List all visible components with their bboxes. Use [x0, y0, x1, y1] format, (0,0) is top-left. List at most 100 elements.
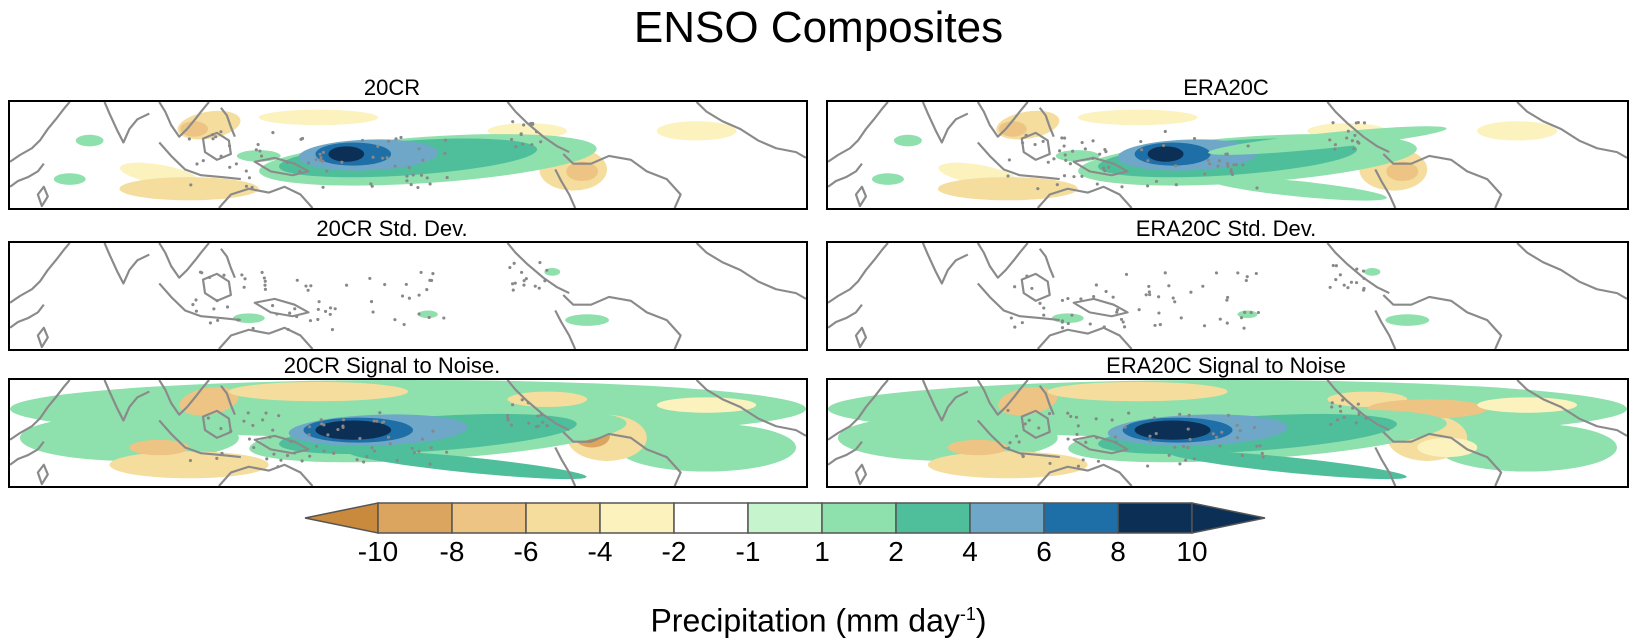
island-dot	[1188, 437, 1192, 441]
coastline	[1374, 168, 1397, 208]
island-dot	[1066, 321, 1070, 326]
island-dot	[246, 411, 250, 415]
island-dot	[1060, 136, 1064, 140]
precip-contour	[315, 420, 392, 440]
island-dot	[1014, 434, 1019, 438]
island-dot	[1174, 183, 1178, 187]
island-dot	[368, 276, 372, 280]
island-dot	[229, 429, 233, 433]
island-dot	[206, 416, 210, 420]
island-dot	[409, 183, 413, 187]
colorbar-tick-label: 10	[1176, 536, 1208, 567]
island-dot	[1334, 264, 1338, 268]
island-dot	[386, 435, 391, 439]
coastline	[103, 380, 150, 422]
coastline	[921, 380, 969, 422]
island-dot	[1192, 137, 1197, 141]
island-dot	[1152, 416, 1157, 420]
island-dot	[1163, 271, 1167, 275]
island-dot	[524, 277, 528, 281]
island-dot	[1103, 147, 1107, 152]
island-dot	[370, 446, 374, 450]
island-dot	[1041, 139, 1045, 143]
island-dot	[1242, 326, 1246, 330]
island-dot	[1342, 415, 1346, 419]
island-dot	[395, 458, 399, 462]
coastline	[1516, 102, 1627, 159]
island-dot	[355, 458, 359, 462]
coastline	[854, 326, 868, 349]
island-dot	[272, 452, 276, 456]
island-dot	[333, 307, 337, 311]
colorbar-tick-label: 1	[814, 536, 830, 567]
island-dot	[1148, 439, 1152, 443]
island-dot	[228, 165, 232, 169]
island-dot	[1098, 152, 1102, 156]
coastline	[36, 463, 49, 486]
island-dot	[521, 142, 525, 146]
island-dot	[1244, 279, 1248, 283]
island-dot	[340, 160, 344, 164]
island-dot	[1330, 401, 1334, 405]
island-dot	[225, 305, 230, 309]
coastline	[562, 153, 682, 208]
island-dot	[219, 130, 223, 134]
coastline	[1036, 185, 1133, 208]
island-dot	[539, 140, 543, 144]
coastline	[828, 243, 889, 304]
island-dot	[1354, 121, 1358, 125]
island-dot	[376, 144, 380, 148]
island-dot	[1192, 457, 1197, 461]
island-dot	[1072, 175, 1076, 179]
coastline	[976, 102, 1029, 138]
island-dot	[1104, 289, 1108, 294]
island-dot	[1189, 290, 1193, 294]
island-dot	[1218, 444, 1222, 448]
island-dot	[1361, 269, 1366, 273]
island-dot	[510, 403, 515, 407]
island-dot	[1038, 301, 1042, 305]
map-panel-era20c-snr	[826, 378, 1629, 488]
island-dot	[1013, 285, 1017, 289]
coastline	[10, 102, 71, 163]
coastline	[1020, 131, 1051, 161]
island-dot	[219, 154, 223, 158]
island-dot	[1084, 440, 1088, 444]
island-dot	[1157, 295, 1161, 299]
island-dot	[322, 423, 326, 427]
island-dot	[1063, 153, 1067, 157]
island-dot	[307, 433, 311, 437]
island-dot	[1154, 179, 1159, 183]
island-dot	[511, 120, 515, 124]
island-dot	[293, 451, 297, 455]
island-dot	[1211, 432, 1215, 436]
island-dot	[277, 414, 281, 418]
island-dot	[1240, 453, 1244, 458]
island-dot	[1329, 422, 1333, 426]
colorbar-tick-label: 8	[1110, 536, 1126, 567]
coastline	[695, 380, 806, 437]
island-dot	[1186, 446, 1190, 450]
island-dot	[1167, 453, 1171, 457]
colorbar-box	[599, 502, 675, 534]
island-dot	[520, 270, 524, 274]
island-dot	[1258, 444, 1262, 448]
island-dot	[1349, 280, 1354, 284]
island-dot	[332, 451, 336, 455]
island-dot	[519, 132, 523, 137]
island-dot	[358, 436, 362, 440]
coastline	[976, 419, 1060, 459]
island-dot	[1355, 267, 1359, 271]
island-dot	[375, 419, 379, 423]
island-dot	[191, 303, 195, 307]
island-dot	[380, 420, 385, 424]
coastline	[103, 102, 150, 144]
island-dot	[341, 425, 345, 429]
island-dot	[1025, 274, 1029, 278]
precip-contour	[228, 381, 408, 402]
island-dot	[1122, 325, 1127, 329]
island-dot	[1167, 284, 1171, 288]
island-dot	[1062, 144, 1066, 148]
colorbar-tick-label: -4	[587, 536, 613, 567]
island-dot	[1333, 147, 1337, 151]
